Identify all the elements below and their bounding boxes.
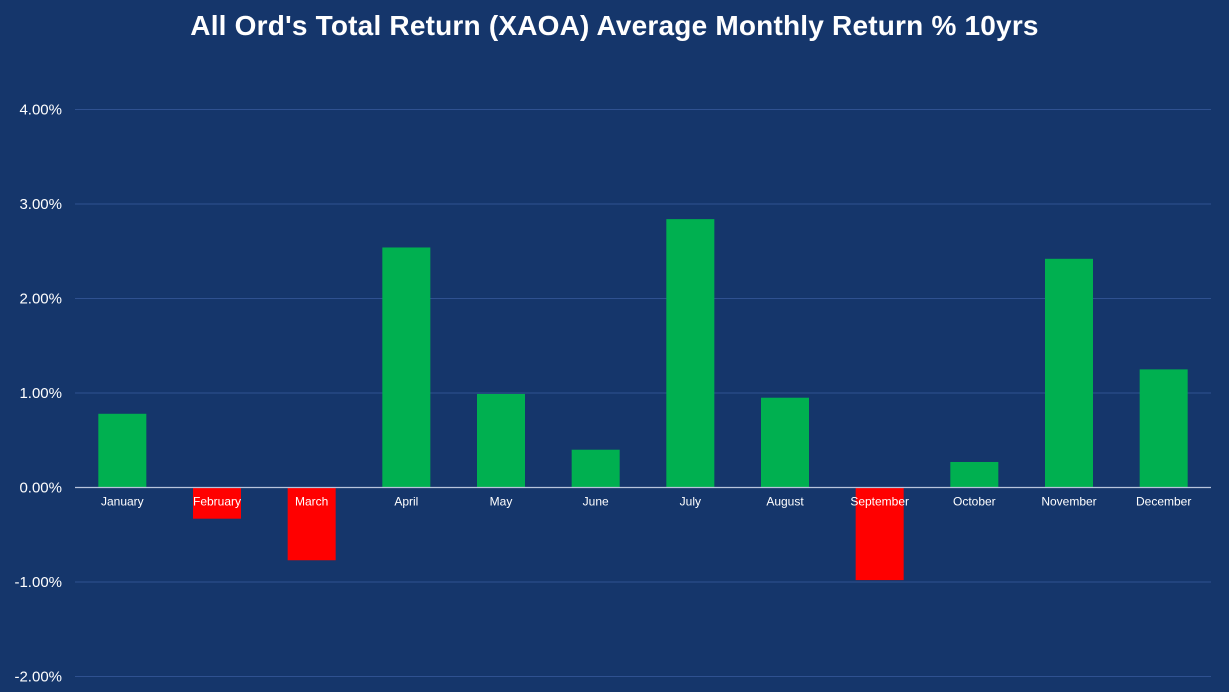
x-tick-label: July: [680, 495, 701, 509]
x-tick-label: October: [953, 495, 996, 509]
x-tick-label: January: [101, 495, 144, 509]
chart-title: All Ord's Total Return (XAOA) Average Mo…: [190, 10, 1039, 41]
x-tick-label: September: [850, 495, 909, 509]
bar-march: [287, 487, 336, 561]
bar-may: [477, 393, 525, 488]
y-tick-label: -2.00%: [14, 669, 62, 686]
bars: [98, 219, 1188, 581]
bar-february: [193, 487, 241, 519]
y-tick-label: 4.00%: [19, 102, 62, 119]
y-tick-label: 2.00%: [19, 291, 62, 308]
x-tick-label: March: [295, 495, 328, 509]
bar-january: [98, 413, 147, 488]
bar-november: [1045, 258, 1093, 488]
x-tick-label: February: [193, 495, 241, 509]
bar-april: [382, 247, 431, 488]
bar-september: [855, 487, 904, 581]
bar-december: [1139, 369, 1188, 488]
x-tick-label: August: [766, 495, 804, 509]
tick-labels: -2.00% -1.00% 0.00% 1.00% 2.00% 3.00% 4.00% Jan…: [14, 102, 1191, 686]
bar-august: [761, 397, 809, 488]
gridlines: [75, 109, 1211, 677]
x-tick-label: April: [394, 495, 418, 509]
y-tick-label: 3.00%: [19, 196, 62, 213]
x-tick-label: June: [583, 495, 609, 509]
y-tick-label: -1.00%: [14, 574, 62, 591]
bar-october: [950, 461, 999, 488]
bar-july: [666, 219, 715, 488]
y-tick-label: 1.00%: [19, 385, 62, 402]
x-tick-label: December: [1136, 495, 1191, 509]
y-tick-label: 0.00%: [19, 480, 62, 497]
x-tick-label: May: [490, 495, 513, 509]
x-tick-label: November: [1041, 495, 1096, 509]
bar-june: [571, 449, 620, 488]
